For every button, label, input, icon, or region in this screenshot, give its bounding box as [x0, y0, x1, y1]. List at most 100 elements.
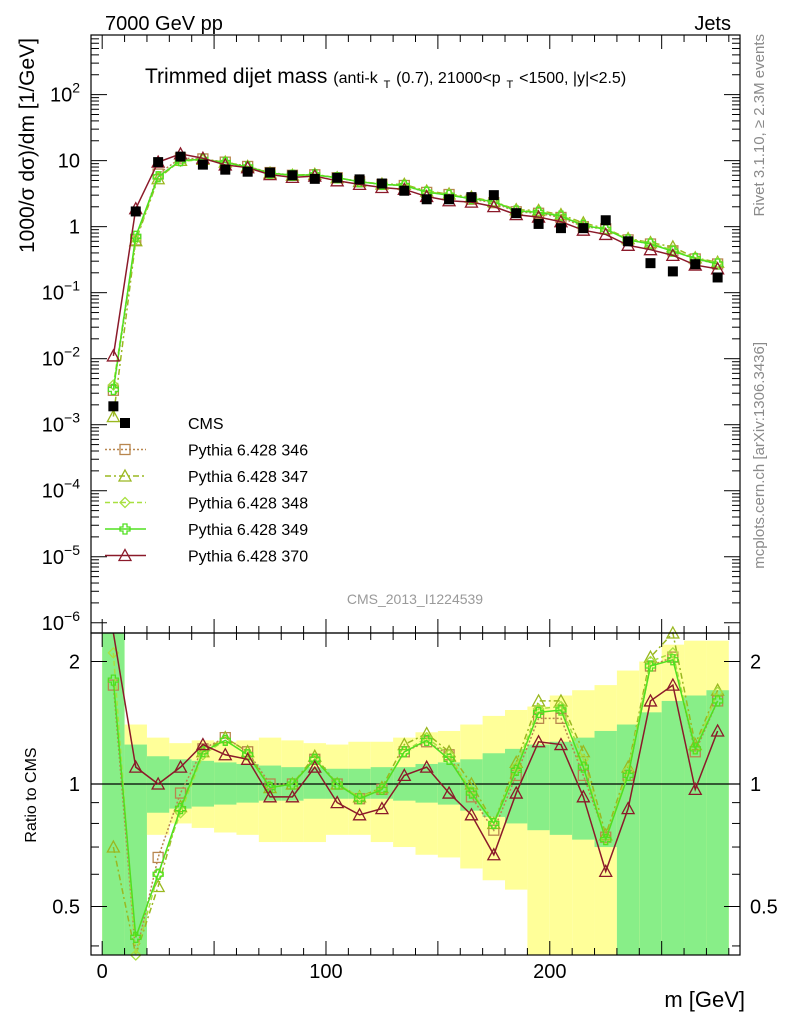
series-2-ratio-line: [112, 631, 719, 958]
y-tick-label-base: 10: [42, 613, 64, 635]
series-4-ratio-point: [264, 781, 276, 794]
series-3-ratio-point: [420, 731, 433, 744]
y-tick-label-base: 1: [69, 217, 80, 239]
series-5-ratio-point: [531, 734, 546, 748]
plot-title-sub-prefix: (anti-k: [333, 70, 378, 87]
series-4-main-point: [600, 223, 612, 235]
series-3-ratio-point: [666, 646, 679, 659]
legend-label: Pythia 6.428 370: [188, 549, 308, 566]
cms-data-point: [533, 218, 544, 229]
series-5-ratio-point: [665, 677, 680, 691]
cms-data-point: [466, 192, 477, 203]
ratio-ytick-2-right: 2: [750, 652, 761, 674]
series-4-ratio-point: [510, 764, 522, 777]
plot-title: Trimmed dijet mass (anti-k T (0.7), 2100…: [145, 65, 626, 93]
series-5-ratio-point: [576, 789, 591, 803]
band-outer-bin: [527, 706, 550, 955]
series-3-ratio-point: [196, 748, 209, 761]
cms-data-point: [153, 157, 164, 168]
y-tick-label-base: 10: [50, 85, 72, 107]
band-inner-bin: [236, 763, 259, 803]
legend: CMS Pythia 6.428 346 Pythia 6.428 347 Pythi…: [105, 416, 308, 566]
main-plot-frame: [91, 35, 740, 633]
series-1-ratio-point: [264, 778, 276, 790]
series-5-ratio-point: [464, 807, 479, 821]
cms-data-point: [667, 266, 678, 277]
series-3-main-point: [711, 256, 724, 269]
cms-data-point: [623, 236, 634, 247]
series-4-main-point: [130, 230, 142, 242]
legend-label: CMS: [188, 416, 224, 433]
series-5-main-point: [598, 227, 613, 241]
ratio-ytick-1-right: 1: [750, 774, 761, 796]
legend-marker: [119, 443, 131, 456]
cms-data-point: [399, 185, 410, 196]
y-tick-label-exp: −6: [64, 608, 80, 624]
cms-data-point: [376, 178, 387, 189]
series-5-ratio-point: [553, 737, 569, 751]
series-5-ratio-point: [128, 759, 143, 773]
series-5-ratio-point: [240, 751, 255, 765]
y-tick-label-main: 10−2: [42, 344, 80, 371]
y-tick-label-main: 10−3: [42, 410, 80, 437]
series-4-ratio-point: [443, 753, 455, 765]
series-2-ratio-point: [531, 693, 546, 707]
series-5-ratio-point: [486, 847, 501, 861]
series-4-ratio-point: [600, 833, 612, 846]
cms-data-point: [242, 166, 253, 177]
legend-marker: [119, 496, 131, 509]
band-inner-bin: [594, 730, 617, 848]
cms-data-point: [287, 170, 298, 181]
series-4-ratio-point: [107, 674, 120, 686]
band-inner-bin: [124, 744, 147, 955]
legend-label: Pythia 6.428 349: [188, 522, 308, 539]
series-5-ratio-point: [710, 723, 725, 737]
cms-data-point: [197, 159, 208, 170]
cms-data-point: [444, 194, 455, 205]
y-tick-label-main: 10−4: [42, 476, 80, 503]
series-4-main-point: [555, 210, 567, 222]
cms-data-point: [130, 206, 141, 217]
series-4-main-point: [107, 383, 120, 396]
y-tick-label-exp: −5: [64, 542, 80, 558]
series-1-ratio-point: [174, 787, 187, 799]
y-tick-label-exp: 2: [72, 80, 80, 96]
band-inner-bin: [549, 741, 573, 835]
legend-item: Pythia 6.428 347: [105, 468, 308, 486]
cms-data-point: [488, 190, 499, 201]
series-5-ratio-point: [352, 807, 367, 821]
band-inner-bin: [482, 753, 506, 817]
series-3-ratio-point: [353, 790, 366, 803]
cms-data-point: [175, 151, 186, 162]
series-4-ratio-point: [376, 783, 388, 796]
plot-title-sub-suffix: <1500, |y|<2.5): [519, 70, 626, 87]
legend-label: Pythia 6.428 346: [188, 443, 308, 460]
series-5-ratio-point: [441, 785, 457, 799]
y-tick-label-exp: −3: [64, 410, 80, 426]
series-5-ratio-point: [195, 737, 210, 751]
series-4-ratio-point: [532, 706, 545, 718]
legend-label: Pythia 6.428 348: [188, 496, 308, 513]
plot-title-sub-t1: T: [384, 79, 391, 91]
y-tick-label-base: 10: [42, 283, 64, 305]
series-4-ratio-point: [219, 734, 231, 747]
axis-ticks: [91, 34, 740, 955]
rivet-label: Rivet 3.1.10, ≥ 2.3M events: [751, 34, 768, 217]
xtick-0: 0: [97, 961, 108, 983]
ratio-ytick-2-left: 2: [69, 652, 80, 674]
plot-title-main: Trimmed dijet mass: [145, 65, 327, 88]
series-5-ratio-point: [509, 785, 524, 799]
series-2-ratio-point: [441, 744, 457, 758]
xtick-200: 200: [533, 961, 566, 983]
analysis-watermark: CMS_2013_I1224539: [347, 591, 483, 607]
series-4-ratio-point: [353, 793, 366, 805]
series-5-ratio-point: [262, 789, 278, 803]
series-5-main-point: [665, 248, 680, 262]
legend-marker: [120, 418, 130, 428]
legend-label: Pythia 6.428 347: [188, 469, 308, 486]
series-2-main-point: [128, 233, 143, 247]
legend-item: Pythia 6.428 348: [105, 496, 308, 513]
y-tick-label-base: 10: [42, 547, 64, 569]
series-1-ratio-point: [107, 679, 120, 691]
